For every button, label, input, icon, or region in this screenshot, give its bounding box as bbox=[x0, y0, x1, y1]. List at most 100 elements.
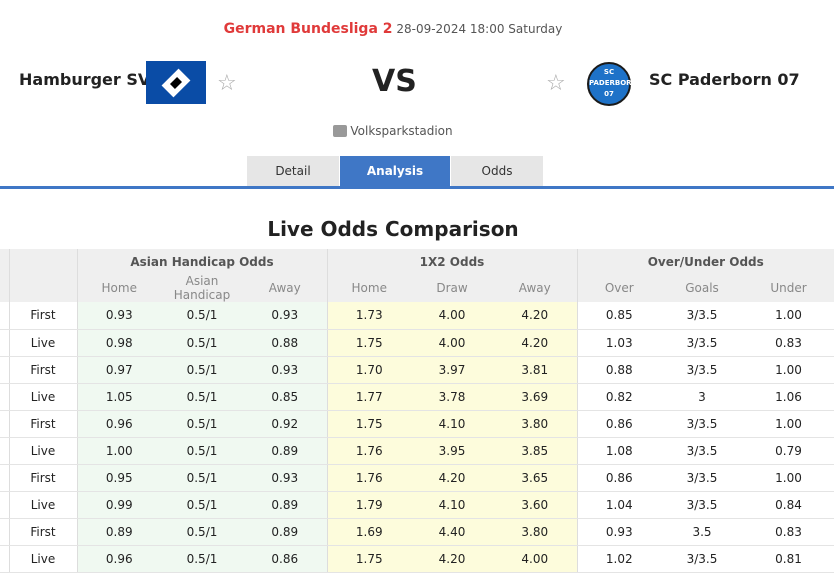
odds-cell[interactable]: 0.82 bbox=[576, 383, 661, 411]
odds-cell[interactable]: 3.60 bbox=[493, 491, 577, 519]
odds-cell[interactable]: 1.76 bbox=[326, 464, 411, 492]
odds-cell[interactable]: 1.00 bbox=[743, 410, 834, 438]
odds-cell[interactable]: 0.5/1 bbox=[161, 464, 243, 492]
odds-cell[interactable]: 0.95 bbox=[76, 464, 161, 492]
odds-cell[interactable]: 3.97 bbox=[411, 356, 493, 384]
odds-cell[interactable]: 0.5/1 bbox=[161, 356, 243, 384]
odds-cell[interactable]: 0.98 bbox=[76, 329, 161, 357]
odds-cell[interactable]: 1.00 bbox=[743, 356, 834, 384]
odds-cell[interactable]: 0.97 bbox=[76, 356, 161, 384]
tab-analysis[interactable]: Analysis bbox=[340, 156, 450, 186]
odds-cell[interactable]: 0.83 bbox=[743, 329, 834, 357]
odds-cell[interactable]: 0.85 bbox=[243, 383, 327, 411]
odds-cell[interactable]: 1.75 bbox=[326, 329, 411, 357]
odds-cell[interactable]: 4.10 bbox=[411, 491, 493, 519]
odds-cell[interactable]: 0.93 bbox=[576, 518, 661, 546]
odds-cell[interactable]: 0.93 bbox=[76, 302, 161, 330]
odds-cell[interactable]: 0.81 bbox=[743, 545, 834, 573]
odds-cell[interactable]: 4.20 bbox=[493, 329, 577, 357]
away-team-name[interactable]: SC Paderborn 07 bbox=[649, 70, 800, 89]
odds-cell[interactable]: 3/3.5 bbox=[661, 329, 743, 357]
odds-cell[interactable]: 3/3.5 bbox=[661, 302, 743, 330]
odds-cell[interactable]: 3/3.5 bbox=[661, 410, 743, 438]
odds-cell[interactable]: 0.93 bbox=[243, 302, 327, 330]
odds-cell[interactable]: 1.00 bbox=[743, 464, 834, 492]
odds-cell[interactable]: 1.75 bbox=[326, 410, 411, 438]
odds-cell[interactable]: 0.99 bbox=[76, 491, 161, 519]
odds-cell[interactable]: 0.5/1 bbox=[161, 410, 243, 438]
odds-cell[interactable]: 3/3.5 bbox=[661, 491, 743, 519]
odds-cell[interactable]: 1.79 bbox=[326, 491, 411, 519]
favorite-away-star-icon[interactable]: ☆ bbox=[546, 71, 566, 96]
odds-cell[interactable]: 3.95 bbox=[411, 437, 493, 465]
odds-cell[interactable]: 0.5/1 bbox=[161, 437, 243, 465]
odds-cell[interactable]: 4.20 bbox=[493, 302, 577, 330]
odds-cell[interactable]: 0.86 bbox=[243, 545, 327, 573]
odds-cell[interactable]: 0.89 bbox=[76, 518, 161, 546]
odds-cell[interactable]: 3/3.5 bbox=[661, 356, 743, 384]
odds-cell[interactable]: 3.80 bbox=[493, 518, 577, 546]
odds-cell[interactable]: 0.89 bbox=[243, 518, 327, 546]
home-team-name[interactable]: Hamburger SV bbox=[19, 70, 151, 89]
favorite-home-star-icon[interactable]: ☆ bbox=[217, 71, 237, 96]
odds-cell[interactable]: 0.5/1 bbox=[161, 491, 243, 519]
odds-cell[interactable]: 3.65 bbox=[493, 464, 577, 492]
odds-cell[interactable]: 0.88 bbox=[576, 356, 661, 384]
odds-cell[interactable]: 1.69 bbox=[326, 518, 411, 546]
odds-cell[interactable]: 0.92 bbox=[243, 410, 327, 438]
odds-cell[interactable]: 0.93 bbox=[243, 464, 327, 492]
odds-cell[interactable]: 1.04 bbox=[576, 491, 661, 519]
tab-detail[interactable]: Detail bbox=[247, 156, 339, 186]
odds-cell[interactable]: 1.05 bbox=[76, 383, 161, 411]
odds-cell[interactable]: 1.00 bbox=[76, 437, 161, 465]
odds-cell[interactable]: 0.84 bbox=[743, 491, 834, 519]
odds-cell[interactable]: 1.75 bbox=[326, 545, 411, 573]
odds-cell[interactable]: 1.08 bbox=[576, 437, 661, 465]
odds-cell[interactable]: 0.5/1 bbox=[161, 545, 243, 573]
odds-cell[interactable]: 3.80 bbox=[493, 410, 577, 438]
odds-cell[interactable]: 1.00 bbox=[743, 302, 834, 330]
odds-cell[interactable]: 4.00 bbox=[411, 329, 493, 357]
odds-cell[interactable]: 0.5/1 bbox=[161, 302, 243, 330]
odds-cell[interactable]: 4.20 bbox=[411, 545, 493, 573]
odds-cell[interactable]: 1.03 bbox=[576, 329, 661, 357]
odds-cell[interactable]: 3/3.5 bbox=[661, 545, 743, 573]
odds-cell[interactable]: 0.96 bbox=[76, 545, 161, 573]
tab-bar: Detail Analysis Odds bbox=[247, 156, 544, 186]
odds-cell[interactable]: 4.10 bbox=[411, 410, 493, 438]
odds-cell[interactable]: 0.83 bbox=[743, 518, 834, 546]
odds-cell[interactable]: 3.81 bbox=[493, 356, 577, 384]
odds-cell[interactable]: 3 bbox=[661, 383, 743, 411]
odds-cell[interactable]: 1.06 bbox=[743, 383, 834, 411]
tab-odds[interactable]: Odds bbox=[451, 156, 543, 186]
odds-cell[interactable]: 0.5/1 bbox=[161, 518, 243, 546]
odds-cell[interactable]: 3.5 bbox=[661, 518, 743, 546]
odds-cell[interactable]: 0.89 bbox=[243, 437, 327, 465]
table-row: Live 0.99 0.5/1 0.89 1.79 4.10 3.60 1.04 3/3.5 0.… bbox=[0, 491, 834, 519]
odds-cell[interactable]: 0.86 bbox=[576, 410, 661, 438]
odds-cell[interactable]: 0.88 bbox=[243, 329, 327, 357]
odds-cell[interactable]: 4.00 bbox=[493, 545, 577, 573]
odds-cell[interactable]: 0.86 bbox=[576, 464, 661, 492]
odds-cell[interactable]: 1.76 bbox=[326, 437, 411, 465]
odds-cell[interactable]: 4.00 bbox=[411, 302, 493, 330]
odds-cell[interactable]: 0.93 bbox=[243, 356, 327, 384]
odds-cell[interactable]: 0.79 bbox=[743, 437, 834, 465]
odds-cell[interactable]: 0.96 bbox=[76, 410, 161, 438]
odds-cell[interactable]: 1.73 bbox=[326, 302, 411, 330]
odds-cell[interactable]: 1.02 bbox=[576, 545, 661, 573]
league-link[interactable]: German Bundesliga 2 bbox=[223, 21, 393, 37]
odds-cell[interactable]: 1.77 bbox=[326, 383, 411, 411]
odds-cell[interactable]: 3/3.5 bbox=[661, 437, 743, 465]
odds-cell[interactable]: 4.20 bbox=[411, 464, 493, 492]
odds-cell[interactable]: 3.78 bbox=[411, 383, 493, 411]
odds-cell[interactable]: 0.85 bbox=[576, 302, 661, 330]
odds-cell[interactable]: 0.5/1 bbox=[161, 329, 243, 357]
odds-cell[interactable]: 4.40 bbox=[411, 518, 493, 546]
odds-cell[interactable]: 3.85 bbox=[493, 437, 577, 465]
odds-cell[interactable]: 0.89 bbox=[243, 491, 327, 519]
odds-cell[interactable]: 3.69 bbox=[493, 383, 577, 411]
odds-cell[interactable]: 1.70 bbox=[326, 356, 411, 384]
odds-cell[interactable]: 0.5/1 bbox=[161, 383, 243, 411]
odds-cell[interactable]: 3/3.5 bbox=[661, 464, 743, 492]
